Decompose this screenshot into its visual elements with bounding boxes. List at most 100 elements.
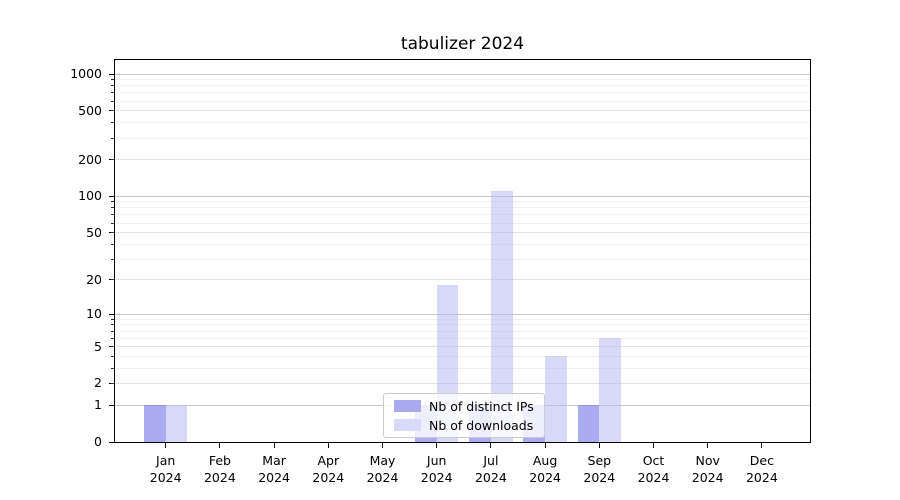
x-tick-label-nov: Nov 2024 xyxy=(691,453,724,485)
gridline-30 xyxy=(115,258,810,260)
y-minor-tick-mark xyxy=(111,214,114,216)
y-tick-label-100: 100 xyxy=(78,188,102,204)
x-tick-mark-feb xyxy=(219,443,221,448)
gridline-3 xyxy=(115,367,810,369)
x-tick-mark-sep xyxy=(598,443,600,448)
gridline-9 xyxy=(115,318,810,320)
legend-label-distinct-ips: Nb of distinct IPs xyxy=(429,398,534,414)
y-minor-tick-mark xyxy=(111,382,114,384)
x-tick-label-mar: Mar 2024 xyxy=(258,453,290,485)
gridline-200 xyxy=(115,159,810,160)
x-tick-mark-jun xyxy=(436,443,438,448)
gridline-900 xyxy=(115,79,810,81)
y-minor-tick-mark xyxy=(111,201,114,203)
x-tick-label-dec: Dec 2024 xyxy=(745,453,778,485)
gridline-40 xyxy=(115,243,810,245)
legend-swatch-distinct-ips xyxy=(394,400,421,412)
y-tick-mark xyxy=(109,404,114,406)
gridline-100 xyxy=(115,195,810,197)
x-tick-label-aug: Aug 2024 xyxy=(529,453,561,485)
y-minor-tick-mark xyxy=(111,100,114,102)
y-tick-label-2: 2 xyxy=(94,375,102,391)
gridline-4 xyxy=(115,355,810,357)
x-tick-label-jul: Jul 2024 xyxy=(474,453,507,485)
y-minor-tick-mark xyxy=(111,324,114,326)
x-tick-label-oct: Oct 2024 xyxy=(637,453,670,485)
gridline-500 xyxy=(115,110,810,112)
x-tick-mark-apr xyxy=(327,443,329,448)
y-tick-label-500: 500 xyxy=(78,102,102,118)
legend-swatch-downloads xyxy=(394,419,421,431)
y-minor-tick-mark xyxy=(111,222,114,224)
x-tick-label-sep: Sep 2024 xyxy=(583,453,616,485)
y-minor-tick-mark xyxy=(111,207,114,209)
gridline-800 xyxy=(115,85,810,87)
legend-label-downloads: Nb of downloads xyxy=(429,417,534,433)
y-tick-label-20: 20 xyxy=(86,271,102,287)
x-tick-mark-jul xyxy=(490,443,492,448)
gridline-2 xyxy=(115,382,810,384)
legend: Nb of distinct IPs Nb of downloads xyxy=(383,393,545,438)
y-tick-label-200: 200 xyxy=(78,151,102,167)
gridline-5 xyxy=(115,346,810,348)
y-tick-mark xyxy=(109,73,114,75)
x-tick-mark-aug xyxy=(544,443,546,448)
x-tick-mark-mar xyxy=(273,443,275,448)
bar-jan-distinct-ips xyxy=(144,405,166,442)
x-tick-mark-nov xyxy=(707,443,709,448)
gridline-10 xyxy=(115,313,810,315)
x-tick-mark-may xyxy=(382,443,383,448)
y-minor-tick-mark xyxy=(111,159,114,160)
gridline-20 xyxy=(115,279,810,281)
y-minor-tick-mark xyxy=(111,346,114,348)
gridline-1000 xyxy=(115,73,810,75)
y-minor-tick-mark xyxy=(111,85,114,87)
gridline-400 xyxy=(115,122,810,124)
y-tick-mark xyxy=(109,313,114,315)
x-tick-label-may: May 2024 xyxy=(366,453,399,485)
y-tick-label-0: 0 xyxy=(94,434,102,449)
gridline-50 xyxy=(115,232,810,234)
gridline-7 xyxy=(115,330,810,332)
y-minor-tick-mark xyxy=(111,367,114,369)
y-tick-mark xyxy=(109,441,114,443)
x-tick-label-feb: Feb 2024 xyxy=(203,453,236,485)
y-minor-tick-mark xyxy=(111,279,114,281)
y-minor-tick-mark xyxy=(111,330,114,332)
y-tick-mark xyxy=(109,195,114,197)
bar-jul-downloads xyxy=(490,191,513,442)
gridline-80 xyxy=(115,207,810,209)
x-tick-mark-jan xyxy=(165,443,167,448)
plot-area xyxy=(114,59,811,443)
y-tick-label-10: 10 xyxy=(86,306,102,322)
y-minor-tick-mark xyxy=(111,232,114,234)
legend-item-downloads: Nb of downloads xyxy=(394,418,536,433)
y-tick-label-1: 1 xyxy=(94,397,102,413)
x-tick-label-jun: Jun 2024 xyxy=(420,453,453,485)
x-tick-mark-dec xyxy=(761,443,763,448)
y-minor-tick-mark xyxy=(111,79,114,81)
y-minor-tick-mark xyxy=(111,318,114,320)
y-tick-label-50: 50 xyxy=(86,224,102,240)
bar-sep-distinct-ips xyxy=(577,405,600,442)
x-tick-label-apr: Apr 2024 xyxy=(312,453,345,485)
x-tick-mark-oct xyxy=(653,443,654,448)
gridline-600 xyxy=(115,100,810,102)
gridline-300 xyxy=(115,137,810,139)
y-minor-tick-mark xyxy=(111,337,114,339)
y-tick-label-5: 5 xyxy=(94,338,102,354)
gridline-90 xyxy=(115,201,810,203)
y-minor-tick-mark xyxy=(111,137,114,139)
y-minor-tick-mark xyxy=(111,110,114,112)
x-tick-label-jan: Jan 2024 xyxy=(149,453,182,485)
y-tick-label-1000: 1000 xyxy=(70,66,102,81)
gridline-700 xyxy=(115,92,810,94)
legend-item-distinct-ips: Nb of distinct IPs xyxy=(394,399,536,414)
gridline-70 xyxy=(115,214,810,216)
chart-title: tabulizer 2024 xyxy=(400,34,525,54)
y-minor-tick-mark xyxy=(111,243,114,245)
bar-sep-downloads xyxy=(599,338,621,442)
y-minor-tick-mark xyxy=(111,258,114,260)
y-minor-tick-mark xyxy=(111,92,114,94)
